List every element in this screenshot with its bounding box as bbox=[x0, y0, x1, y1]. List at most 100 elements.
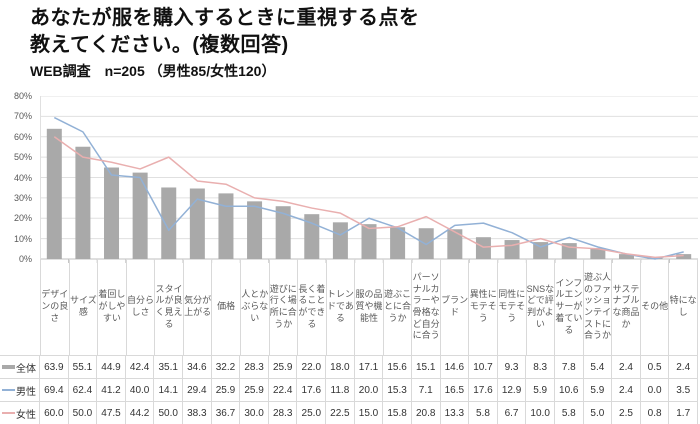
value-cells: 63.9 55.1 44.9 42.4 35.1 34.6 32.2 28.3 25.9 22.0… bbox=[40, 356, 699, 378]
value-cell: 8.3 bbox=[526, 356, 555, 378]
table-row-overall: 全体 63.9 55.1 44.9 42.4 35.1 34.6 32.2 28.3 25.9 22… bbox=[0, 355, 699, 378]
value-cell: 0.5 bbox=[641, 356, 670, 378]
value-cell: 10.6 bbox=[555, 379, 584, 401]
value-cell: 50.0 bbox=[154, 402, 184, 424]
overall-bar bbox=[161, 187, 177, 259]
value-cell: 20.8 bbox=[412, 402, 441, 424]
category-label: 異性にモテそう bbox=[469, 259, 498, 355]
female-line bbox=[53, 136, 684, 259]
category-label: 価格 bbox=[212, 259, 241, 355]
series-name: 女性 bbox=[16, 409, 36, 421]
overall-bar bbox=[447, 229, 463, 259]
page-title: あなたが服を購入するときに重視する点を 教えてください。(複数回答) bbox=[30, 5, 420, 59]
page-title-line2: 教えてください。(複数回答) bbox=[30, 34, 289, 56]
value-cell: 5.9 bbox=[526, 379, 555, 401]
category-label: サステナブルな商品か bbox=[612, 259, 641, 355]
page-title-line1: あなたが服を購入するときに重視する点を bbox=[30, 7, 420, 29]
overall-legend: 全体 bbox=[0, 356, 40, 378]
category-label: 着回しがしやすい bbox=[98, 259, 127, 355]
value-cell: 17.6 bbox=[469, 379, 498, 401]
y-tick-label: 50% bbox=[13, 152, 32, 163]
value-cell: 2.4 bbox=[612, 356, 641, 378]
overall-bar bbox=[332, 222, 348, 259]
value-cell: 69.4 bbox=[40, 379, 69, 401]
value-cell: 0.0 bbox=[641, 379, 670, 401]
overall-bar bbox=[618, 254, 634, 259]
value-cell: 25.0 bbox=[297, 402, 327, 424]
value-cell: 34.6 bbox=[183, 356, 212, 378]
y-tick-label: 40% bbox=[13, 172, 32, 183]
overall-legend-icon bbox=[2, 365, 15, 369]
value-cell: 29.4 bbox=[183, 379, 212, 401]
value-cell: 50.0 bbox=[69, 402, 98, 424]
value-cell: 42.4 bbox=[126, 356, 155, 378]
value-cell: 7.1 bbox=[412, 379, 441, 401]
male-legend-icon bbox=[2, 389, 15, 391]
category-label: 服の品質や機能性 bbox=[355, 259, 384, 355]
value-cell: 1.7 bbox=[669, 402, 699, 424]
value-cell: 47.5 bbox=[97, 402, 126, 424]
value-cell: 15.6 bbox=[383, 356, 412, 378]
value-cell: 10.7 bbox=[469, 356, 498, 378]
value-cell: 38.3 bbox=[183, 402, 212, 424]
category-label: 特になし bbox=[669, 259, 698, 355]
value-cell: 32.2 bbox=[212, 356, 241, 378]
value-cell: 44.9 bbox=[97, 356, 126, 378]
value-cell: 3.5 bbox=[669, 379, 699, 401]
overall-bar bbox=[247, 201, 263, 259]
value-cell: 5.8 bbox=[555, 402, 584, 424]
y-tick-label: 30% bbox=[13, 192, 32, 203]
value-cell: 25.9 bbox=[240, 379, 269, 401]
value-cell: 13.3 bbox=[441, 402, 470, 424]
value-cell: 28.3 bbox=[269, 402, 298, 424]
value-cell: 20.0 bbox=[355, 379, 384, 401]
value-cell: 28.3 bbox=[240, 356, 269, 378]
category-label: 自分らしさ bbox=[127, 259, 156, 355]
category-label: デザインの良さ bbox=[41, 259, 70, 355]
value-cell: 17.6 bbox=[297, 379, 327, 401]
value-cell: 15.1 bbox=[412, 356, 441, 378]
overall-bar bbox=[75, 146, 91, 259]
overall-bar bbox=[390, 227, 406, 259]
value-cell: 14.1 bbox=[154, 379, 184, 401]
y-tick-label: 10% bbox=[13, 233, 32, 244]
value-cell: 60.0 bbox=[40, 402, 69, 424]
value-cell: 22.4 bbox=[269, 379, 298, 401]
value-cell: 22.5 bbox=[326, 402, 355, 424]
value-cell: 5.4 bbox=[584, 356, 613, 378]
value-cell: 41.2 bbox=[97, 379, 126, 401]
chart-subtitle: WEB調査 n=205 （男性85/女性120） bbox=[30, 63, 276, 79]
value-cell: 25.9 bbox=[269, 356, 298, 378]
category-label: 同性にモテそう bbox=[498, 259, 527, 355]
category-label: スタイルが良く見える bbox=[155, 259, 184, 355]
category-label: サイズ感 bbox=[70, 259, 99, 355]
table-row-male: 男性 69.4 62.4 41.2 40.0 14.1 29.4 25.9 25.9 22.4 17… bbox=[0, 378, 699, 401]
value-cell: 16.5 bbox=[441, 379, 470, 401]
value-cell: 63.9 bbox=[40, 356, 69, 378]
female-legend-icon bbox=[2, 412, 15, 414]
value-cell: 22.0 bbox=[297, 356, 327, 378]
value-cell: 5.9 bbox=[584, 379, 613, 401]
value-cell: 2.5 bbox=[612, 402, 641, 424]
category-label: 人とかぶらない bbox=[241, 259, 270, 355]
plot-area bbox=[40, 96, 698, 263]
category-label: その他 bbox=[641, 259, 670, 355]
value-cell: 35.1 bbox=[154, 356, 184, 378]
value-cell: 62.4 bbox=[69, 379, 98, 401]
category-label: パーソナルカラーや骨格など自分に合う bbox=[412, 259, 441, 355]
value-cell: 30.0 bbox=[240, 402, 269, 424]
value-cells: 69.4 62.4 41.2 40.0 14.1 29.4 25.9 25.9 22.4 17.6… bbox=[40, 379, 699, 401]
value-cells: 60.0 50.0 47.5 44.2 50.0 38.3 36.7 30.0 28.3 25.0… bbox=[40, 402, 699, 424]
male-legend: 男性 bbox=[0, 379, 40, 401]
category-axis: デザインの良さ サイズ感 着回しがしやすい 自分らしさ スタイルが良く見える 気分が上がる… bbox=[40, 259, 698, 355]
category-label: 遊ぶ人のファッションテイストに合うか bbox=[584, 259, 613, 355]
overall-bar bbox=[132, 172, 148, 259]
value-cell: 9.3 bbox=[498, 356, 527, 378]
value-cell: 2.4 bbox=[669, 356, 699, 378]
category-label: 遊ぶことに合うか bbox=[384, 259, 413, 355]
value-cell: 7.8 bbox=[555, 356, 584, 378]
category-label: SNSなどで評判がよい bbox=[527, 259, 556, 355]
category-label: インフルエンサーが着ている bbox=[555, 259, 584, 355]
value-cell: 44.2 bbox=[126, 402, 155, 424]
series-name: 男性 bbox=[16, 386, 36, 398]
